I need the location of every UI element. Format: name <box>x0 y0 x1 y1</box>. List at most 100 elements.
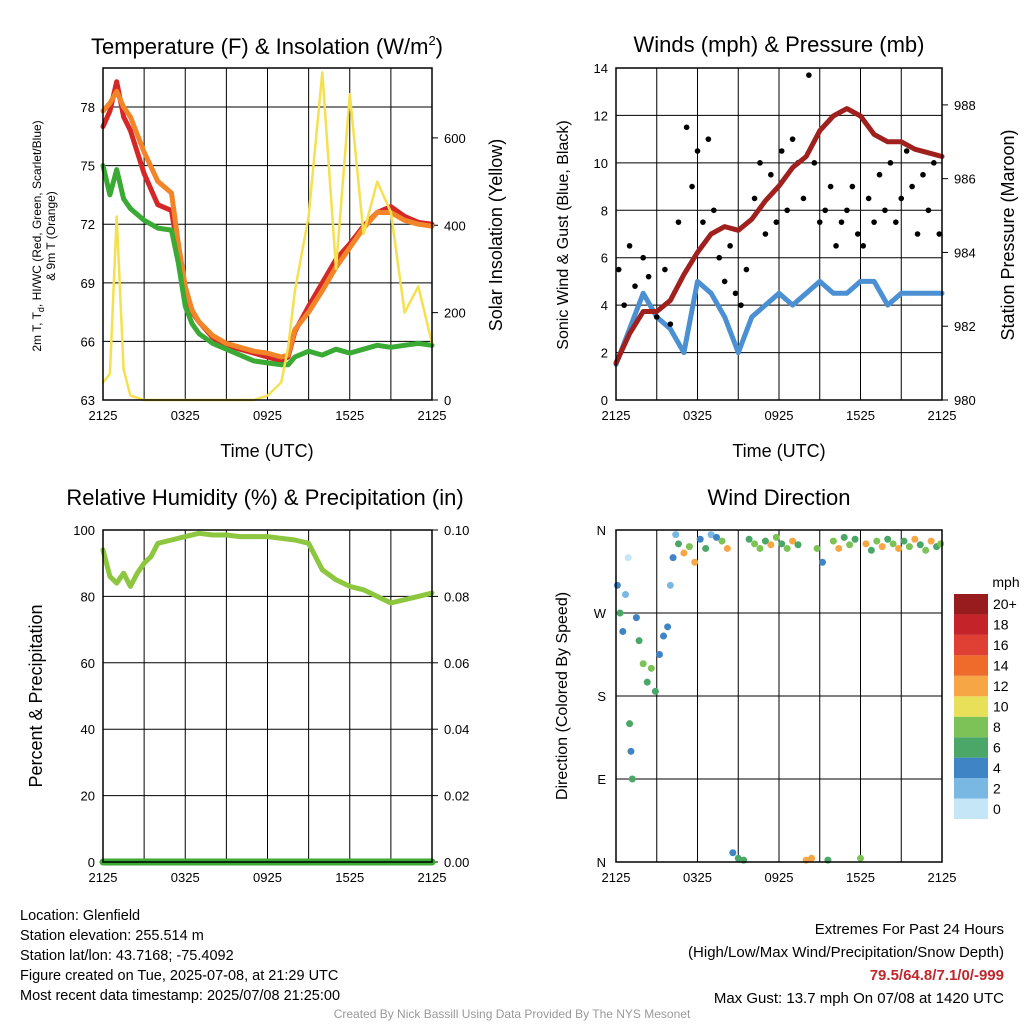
direction-point <box>643 678 651 686</box>
colorbar-swatch <box>954 778 988 799</box>
direction-point <box>767 541 775 549</box>
direction-point <box>669 554 677 562</box>
direction-point <box>911 535 919 543</box>
panel-direction: 2125 0325 0925 1525 2125NESWN024681012141618… <box>594 523 1017 885</box>
y2-tick-label: 980 <box>954 393 976 408</box>
winds-xlabel: Time (UTC) <box>732 441 825 461</box>
y-tick-label: 10 <box>594 156 608 171</box>
gust-point <box>936 231 943 237</box>
direction-point <box>718 537 726 545</box>
direction-point <box>778 540 786 548</box>
gust-point <box>920 171 926 178</box>
gust-point <box>716 254 723 261</box>
temperature-y2label: Solar Insolation (Yellow) <box>486 139 506 331</box>
gust-point <box>860 243 867 249</box>
y-tick-label: 72 <box>81 217 95 232</box>
colorbar-label: 20+ <box>993 596 1017 612</box>
colorbar-swatch <box>954 655 988 676</box>
x-tick-label: 2125 <box>89 870 118 885</box>
panel-temperature: 2125 0325 0925 1525 212563666972757802004006… <box>81 67 466 423</box>
direction-point <box>613 581 621 589</box>
y-tick-label: 40 <box>81 722 95 737</box>
direction-title: Wind Direction <box>707 485 850 510</box>
y-tick-label: W <box>594 606 607 621</box>
direction-point <box>878 543 886 551</box>
colorbar-swatch <box>954 696 988 717</box>
panel-humidity: 2125 0325 0925 1525 21250204060801000.000.02… <box>73 523 469 885</box>
y-tick-label: 20 <box>81 789 95 804</box>
direction-point <box>818 558 826 566</box>
y-tick-label: 63 <box>81 393 95 408</box>
y-tick-label: N <box>597 855 606 870</box>
temperature-title: Temperature (F) & Insolation (W/m2) <box>91 33 443 59</box>
direction-point <box>626 720 634 728</box>
direction-point <box>829 537 837 545</box>
gust-point <box>751 195 758 202</box>
direction-point <box>627 747 635 755</box>
series-line <box>100 530 435 606</box>
direction-point <box>666 581 674 589</box>
direction-point <box>851 535 859 543</box>
gust-point <box>833 243 839 249</box>
direction-point <box>916 541 924 549</box>
direction-point <box>707 531 715 539</box>
gust-point <box>931 160 937 166</box>
x-tick-label: 2125 <box>89 408 118 423</box>
direction-point <box>660 632 668 640</box>
y-tick-label: 2 <box>601 346 608 361</box>
x-tick-label: 1525 <box>335 870 364 885</box>
direction-point <box>862 540 870 548</box>
direction-point <box>624 554 632 562</box>
colorbar-swatch <box>954 737 988 758</box>
direction-point <box>639 660 647 668</box>
colorbar-label: 0 <box>993 801 1001 817</box>
gust-point <box>854 231 861 237</box>
direction-point <box>783 544 791 552</box>
direction-point <box>632 614 640 622</box>
x-tick-label: 0925 <box>253 870 282 885</box>
gust-point <box>925 207 932 214</box>
direction-point <box>635 637 643 645</box>
temperature-ylabel: 2m T, Td, HI/WC (Red, Green, Scarlet/Blu… <box>30 120 46 351</box>
y-tick-label: E <box>597 772 606 787</box>
colorbar-swatch <box>954 634 988 656</box>
gust-point <box>653 314 660 320</box>
direction-point <box>655 651 663 658</box>
gust-point <box>876 171 883 178</box>
gust-point <box>640 254 646 261</box>
colorbar-label: 12 <box>993 678 1009 694</box>
series-line <box>613 106 945 366</box>
y-tick-label: 80 <box>81 589 95 604</box>
direction-point <box>628 775 636 783</box>
x-tick-label: 0325 <box>171 408 200 423</box>
colorbar-label: 10 <box>993 699 1009 715</box>
y-tick-label: 4 <box>601 298 608 313</box>
direction-point <box>672 531 680 539</box>
y2-tick-label: 986 <box>954 172 976 187</box>
gust-point <box>914 231 921 237</box>
humidity-title: Relative Humidity (%) & Precipitation (i… <box>66 485 463 510</box>
direction-point <box>900 537 908 545</box>
direction-point <box>756 544 764 552</box>
gust-point <box>626 243 633 249</box>
x-tick-label: 0325 <box>683 870 712 885</box>
colorbar-label: 16 <box>993 637 1009 653</box>
x-tick-label: 2125 <box>602 870 631 885</box>
direction-point <box>840 533 848 541</box>
gust-point <box>800 195 807 202</box>
direction-point <box>647 664 655 672</box>
gust-point <box>705 136 712 142</box>
gust-point <box>632 283 638 289</box>
gust-point <box>865 195 872 202</box>
y-tick-label: 8 <box>601 203 608 218</box>
gust-point <box>811 160 818 166</box>
extremes-values: 79.5/64.8/7.1/0/-999 <box>869 967 1004 984</box>
colorbar-label: 6 <box>993 739 1001 755</box>
gust-point <box>762 231 769 237</box>
direction-point <box>867 546 875 554</box>
gust-point <box>827 183 834 190</box>
gust-point <box>621 302 627 308</box>
gust-point <box>816 219 823 225</box>
y2-tick-label: 0.06 <box>444 656 469 671</box>
y-tick-label: N <box>597 523 606 538</box>
